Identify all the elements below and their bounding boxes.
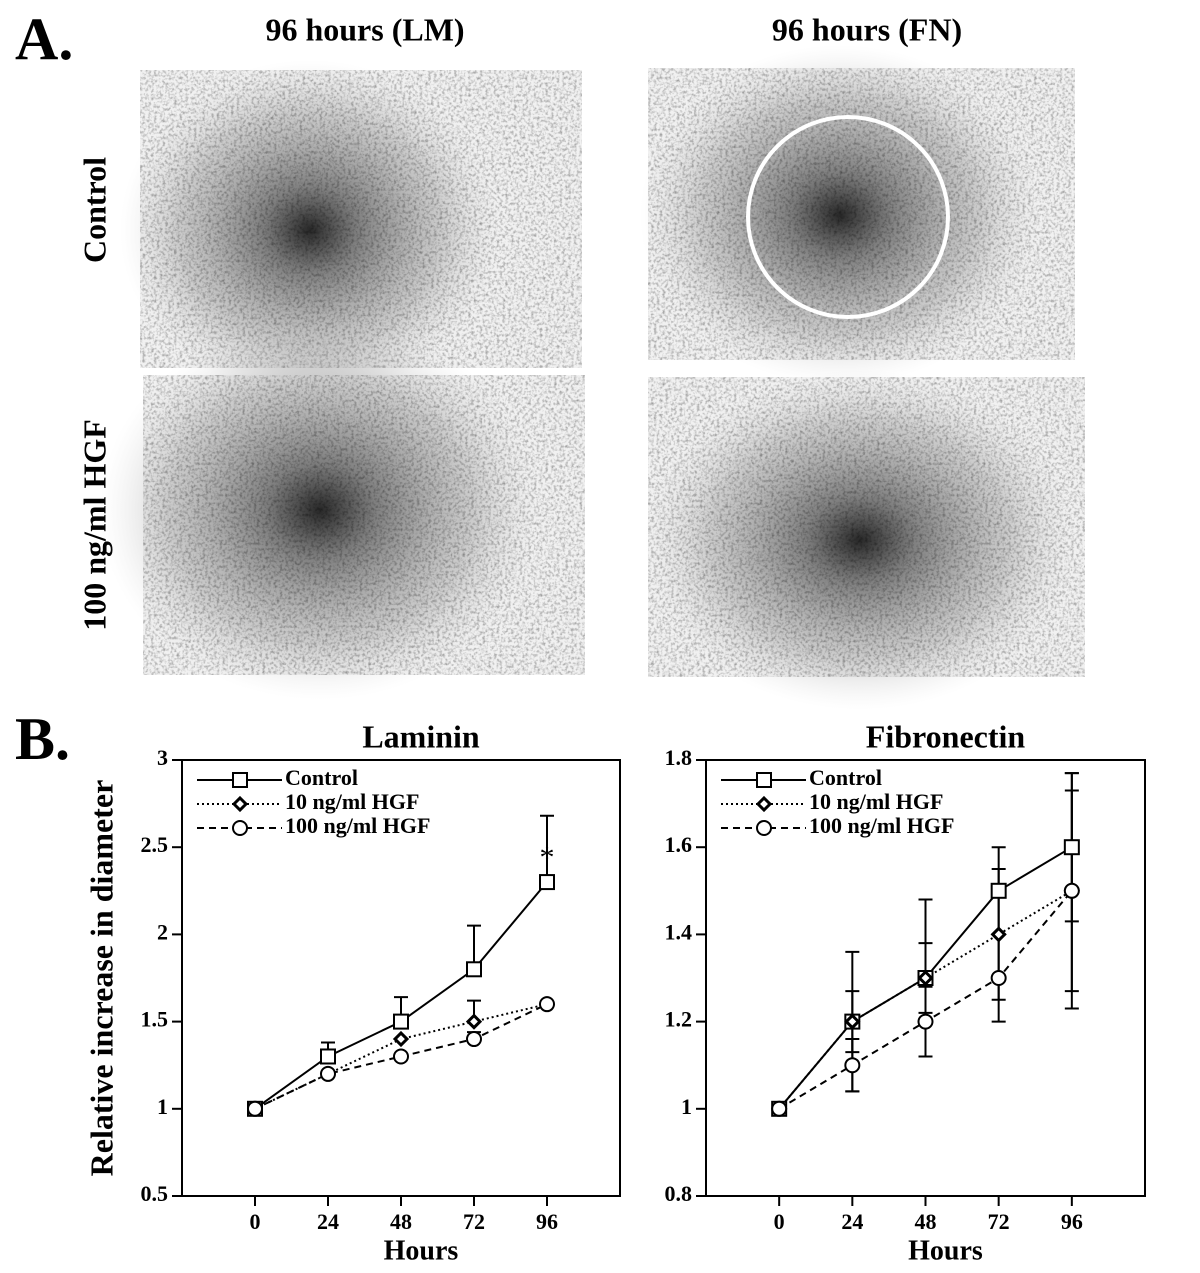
chart-title: Fibronectin: [866, 718, 1026, 754]
y-tick-label: 1.8: [665, 745, 693, 770]
marker: [466, 961, 482, 978]
y-tick-label: 3: [157, 745, 168, 770]
legend-label: 10 ng/ml HGF: [285, 789, 419, 814]
column-title: 96 hours (FN): [772, 11, 962, 47]
series-line: [778, 889, 1073, 1110]
chart-title: Laminin: [362, 718, 480, 754]
y-tick-label: 1: [681, 1094, 692, 1119]
y-tick-label: 0.5: [141, 1181, 169, 1206]
marker: [539, 874, 555, 891]
legend-label: 100 ng/ml HGF: [285, 813, 430, 838]
marker: [247, 1100, 263, 1117]
marker: [990, 970, 1007, 986]
legend-marker: [232, 772, 248, 788]
error-bar: [540, 814, 554, 883]
x-tick-label: 24: [841, 1209, 863, 1234]
marker: [465, 1013, 483, 1030]
marker: [844, 1013, 861, 1030]
y-tick-label: 1.6: [665, 832, 693, 857]
marker: [466, 1031, 482, 1048]
x-tick-label: 72: [988, 1209, 1010, 1234]
marker: [393, 1013, 409, 1030]
legend-label: Control: [809, 765, 882, 790]
column-title: 96 hours (LM): [265, 11, 464, 47]
marker: [393, 1048, 409, 1065]
y-tick-label: 1.2: [665, 1007, 693, 1032]
marker: [771, 1100, 788, 1117]
legend-label: 100 ng/ml HGF: [809, 813, 954, 838]
y-tick-label: 0.8: [665, 1181, 693, 1206]
legend-label: Control: [285, 765, 358, 790]
x-tick-label: 72: [463, 1209, 485, 1234]
panel-label: B.: [15, 706, 70, 772]
marker: [1063, 882, 1080, 899]
marker: [320, 1048, 336, 1065]
y-tick-label: 2.5: [141, 832, 169, 857]
y-tick-label: 2: [157, 919, 168, 944]
marker: [1063, 839, 1080, 856]
legend-marker: [755, 795, 773, 813]
x-axis-label: Hours: [908, 1235, 983, 1266]
x-tick-label: 24: [317, 1209, 339, 1234]
series-line: [254, 1003, 548, 1110]
y-tick-label: 1: [157, 1094, 168, 1119]
marker: [539, 996, 555, 1013]
x-tick-label: 48: [390, 1209, 412, 1234]
marker: [917, 1013, 934, 1030]
x-tick-label: 0: [250, 1209, 261, 1234]
legend-marker: [232, 820, 248, 836]
marker: [844, 1057, 861, 1074]
y-axis-label: Relative increase in diameter: [83, 780, 119, 1177]
x-tick-label: 48: [915, 1209, 937, 1234]
legend-marker: [231, 795, 249, 813]
legend-marker: [756, 772, 772, 788]
diameter-circle: [746, 115, 950, 319]
y-tick-label: 1.4: [665, 919, 693, 944]
x-tick-label: 96: [1061, 1209, 1083, 1234]
x-tick-label: 96: [536, 1209, 558, 1234]
marker: [990, 926, 1007, 943]
micrographs: [100, 45, 1085, 710]
series-line: [254, 881, 548, 1110]
legend-marker: [756, 820, 772, 836]
y-tick-label: 1.5: [141, 1007, 169, 1032]
legend-label: 10 ng/ml HGF: [809, 789, 943, 814]
marker: [392, 1030, 410, 1048]
texture: [143, 375, 585, 675]
annotation: *: [540, 841, 555, 874]
texture: [648, 377, 1085, 677]
row-label: Control: [76, 157, 112, 263]
marker: [320, 1065, 336, 1082]
x-tick-label: 0: [774, 1209, 785, 1234]
marker: [917, 969, 934, 987]
x-axis-label: Hours: [384, 1235, 459, 1266]
marker: [990, 882, 1007, 899]
panel-label: A.: [15, 6, 73, 72]
texture: [140, 70, 582, 368]
